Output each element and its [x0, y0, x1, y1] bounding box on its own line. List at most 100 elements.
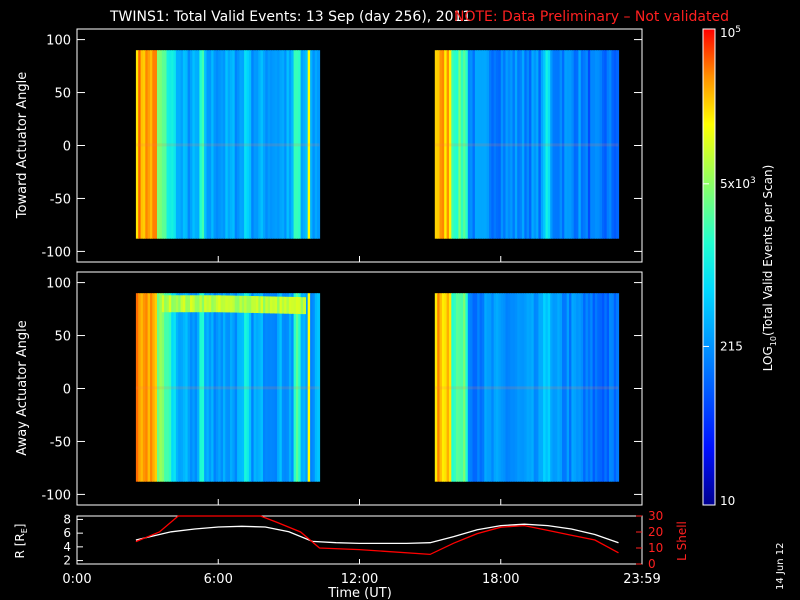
heatmap-column	[500, 50, 504, 239]
heatmap-column	[218, 50, 222, 239]
heatmap-column	[284, 293, 288, 482]
heatmap-column	[609, 293, 612, 482]
heatmap-column	[604, 293, 608, 482]
orbit-right-label: L Shell	[675, 521, 689, 561]
heatmap-column	[550, 293, 554, 482]
heatmap-column	[154, 293, 158, 482]
heatmap-column	[491, 293, 495, 482]
heatmap-column	[303, 293, 306, 482]
heatmap-column	[161, 293, 165, 482]
heatmap-band	[135, 143, 320, 147]
heatmap-column	[166, 293, 170, 482]
heatmap-column	[463, 50, 467, 239]
heatmap-column	[138, 50, 142, 239]
heatmap-column	[446, 293, 450, 482]
heatmap-column	[234, 50, 238, 239]
heatmap-column	[206, 50, 210, 239]
colorbar-tick-label: 5x103	[720, 176, 756, 191]
heatmap-column	[230, 293, 233, 482]
heatmap-column	[477, 50, 481, 239]
heatmap-column	[531, 50, 535, 239]
heatmap-feature	[239, 295, 243, 313]
heatmap-feature	[166, 295, 170, 313]
heatmap-column	[260, 50, 264, 239]
heatmap-column	[540, 50, 544, 239]
y-tick-label: -50	[50, 192, 71, 207]
heatmap-column	[616, 50, 620, 239]
heatmap-column	[237, 293, 241, 482]
heatmap-column	[150, 50, 153, 239]
heatmap-feature	[175, 295, 179, 313]
heatmap-column	[441, 50, 445, 239]
heatmap-column	[211, 50, 215, 239]
heatmap-column	[554, 293, 558, 482]
heatmap-column	[223, 50, 226, 239]
heatmap-column	[140, 50, 144, 239]
heatmap-feature	[190, 295, 193, 313]
heatmap-column	[267, 50, 271, 239]
orbit-left-tick-label: 2	[63, 554, 71, 568]
heatmap-column	[434, 50, 438, 239]
heatmap-feature	[211, 295, 215, 313]
heatmap-column	[590, 293, 594, 482]
heatmap-column	[479, 50, 483, 239]
heatmap-column	[550, 50, 554, 239]
toward-y-label: Toward Actuator Angle	[15, 72, 30, 219]
heatmap-feature	[248, 296, 252, 313]
heatmap-column	[215, 50, 219, 239]
y-tick-label: -50	[50, 435, 71, 450]
heatmap-column	[201, 293, 205, 482]
heatmap-column	[251, 50, 255, 239]
colorbar-tick-label: 105	[720, 25, 741, 40]
heatmap-column	[241, 293, 245, 482]
heatmap-column	[573, 50, 577, 239]
heatmap-column	[521, 50, 525, 239]
heatmap-column	[251, 293, 255, 482]
heatmap-column	[590, 50, 594, 239]
heatmap-column	[192, 293, 196, 482]
heatmap-column	[305, 293, 309, 482]
heatmap-feature	[178, 295, 182, 313]
heatmap-column	[138, 293, 142, 482]
heatmap-feature	[208, 295, 212, 313]
orbit-series	[135, 515, 619, 556]
heatmap-column	[545, 293, 549, 482]
heatmap-feature	[171, 295, 175, 313]
heatmap-column	[145, 50, 149, 239]
series-line-r	[135, 523, 619, 545]
heatmap-column	[135, 293, 139, 482]
x-tick-label: 6:00	[204, 572, 233, 587]
heatmap-column	[142, 50, 146, 239]
heatmap-column	[498, 293, 502, 482]
heatmap-feature	[277, 296, 281, 314]
heatmap-column	[223, 293, 226, 482]
heatmap-column	[491, 50, 495, 239]
heatmap-feature	[218, 295, 222, 313]
heatmap-column	[298, 293, 302, 482]
heatmap-column	[194, 50, 198, 239]
heatmap-column	[564, 50, 568, 239]
heatmap-column	[592, 50, 596, 239]
heatmap-feature	[197, 295, 201, 313]
heatmap-feature	[284, 296, 288, 314]
x-tick-label: 12:00	[341, 572, 378, 587]
heatmap-column	[564, 293, 568, 482]
heatmap-column	[552, 293, 556, 482]
heatmap-column	[592, 293, 596, 482]
heatmap-column	[613, 50, 617, 239]
heatmap-column	[270, 50, 273, 239]
heatmap-column	[604, 50, 608, 239]
heatmap-column	[554, 50, 558, 239]
heatmap-column	[467, 50, 471, 239]
heatmap-feature	[244, 295, 248, 313]
away-y-ticks: 100 50 0 -50 -100	[41, 277, 642, 503]
colorbar-label: LOG10(Total Valid Events per Scan)	[761, 165, 778, 372]
heatmap-column	[467, 293, 471, 482]
heatmap-column	[140, 293, 144, 482]
heatmap-column	[531, 293, 535, 482]
heatmap-column	[566, 293, 570, 482]
heatmap-column	[272, 50, 276, 239]
y-tick-label: 0	[63, 140, 71, 155]
heatmap-column	[569, 50, 572, 239]
heatmap-column	[232, 293, 236, 482]
